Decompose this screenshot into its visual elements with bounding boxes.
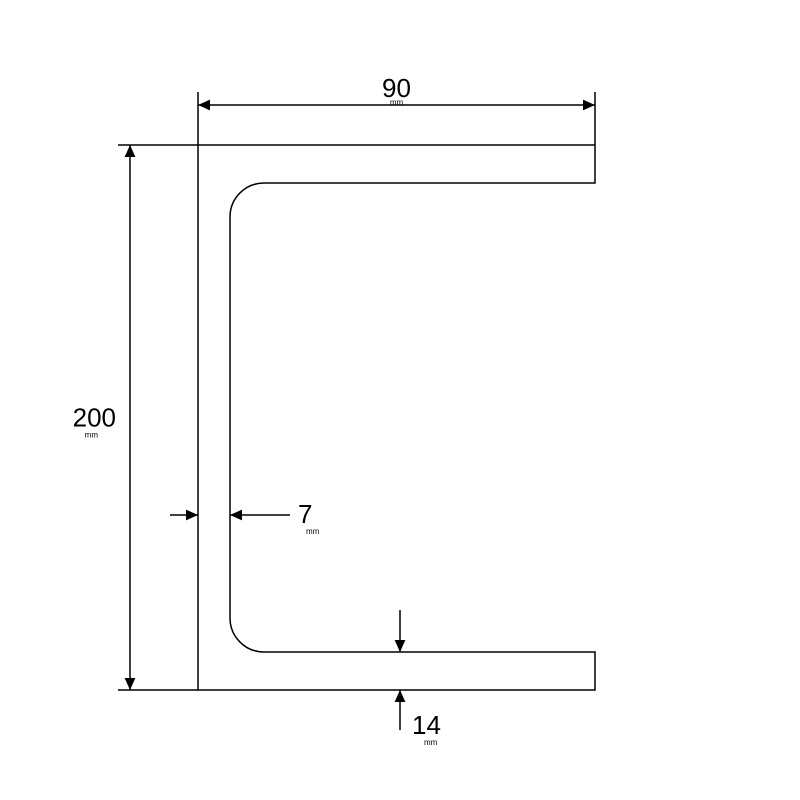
- svg-text:mm: mm: [85, 431, 99, 440]
- channel-profile-diagram: 90mm200mm7mm14mm: [0, 0, 800, 800]
- dim-label-height: 200: [73, 403, 116, 433]
- svg-text:mm: mm: [390, 98, 404, 107]
- svg-text:mm: mm: [306, 527, 320, 536]
- dim-label-web: 7: [298, 499, 312, 529]
- channel-profile-outline: [198, 145, 595, 690]
- svg-text:mm: mm: [424, 738, 438, 747]
- dim-label-flange: 14: [412, 710, 441, 740]
